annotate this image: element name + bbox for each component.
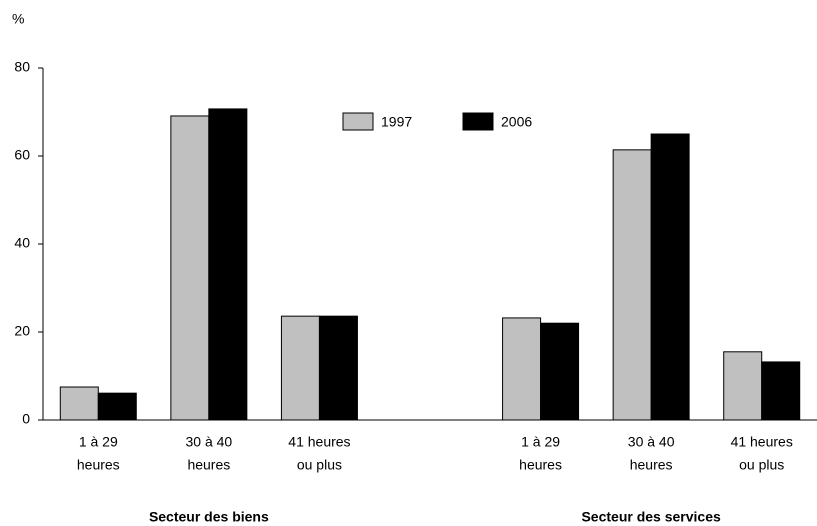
legend-label: 2006 <box>501 114 532 130</box>
bar <box>208 108 248 421</box>
bar <box>280 315 320 421</box>
y-tick-label: 40 <box>14 235 30 251</box>
bar <box>97 392 137 421</box>
y-tick-label: 80 <box>14 59 30 75</box>
bar <box>540 322 580 421</box>
bar <box>502 317 542 421</box>
y-tick-label: 60 <box>14 147 30 163</box>
x-tick-label: heures <box>187 457 230 473</box>
x-tick-label: heures <box>77 457 120 473</box>
y-tick-label: 0 <box>22 411 30 427</box>
bar <box>59 386 99 421</box>
x-tick-label: 41 heures <box>731 434 793 450</box>
x-tick-label: heures <box>630 457 673 473</box>
x-tick-label: 1 à 29 <box>79 434 118 450</box>
x-tick-label: ou plus <box>739 457 784 473</box>
bar <box>170 115 210 421</box>
y-tick-label: 20 <box>14 323 30 339</box>
x-tick-label: 1 à 29 <box>521 434 560 450</box>
bar <box>723 351 763 421</box>
x-tick-label: 30 à 40 <box>185 434 232 450</box>
legend-swatch <box>342 112 374 131</box>
x-tick-label: 41 heures <box>288 434 350 450</box>
group-label: Secteur des services <box>581 509 721 525</box>
x-tick-label: 30 à 40 <box>628 434 675 450</box>
group-label: Secteur des biens <box>149 509 269 525</box>
bar <box>650 133 690 421</box>
bar <box>612 149 652 421</box>
bar <box>318 315 358 421</box>
x-tick-label: heures <box>519 457 562 473</box>
x-tick-label: ou plus <box>297 457 342 473</box>
y-axis-label: % <box>12 11 24 27</box>
legend-label: 1997 <box>381 114 412 130</box>
bar <box>761 361 801 421</box>
legend-swatch <box>462 112 494 131</box>
